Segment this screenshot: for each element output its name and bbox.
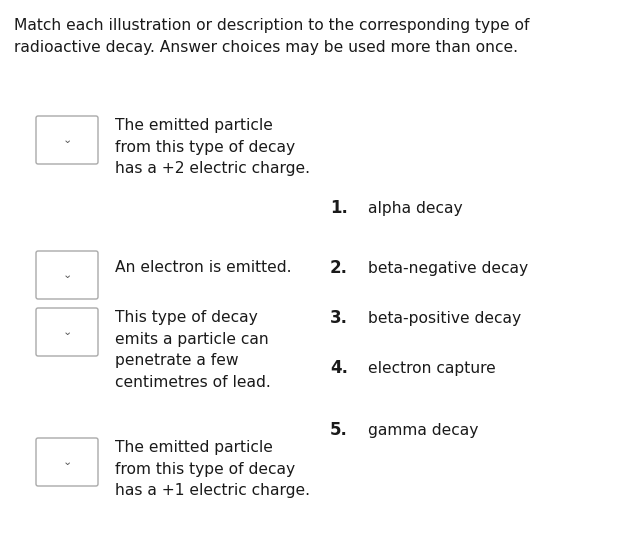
Text: electron capture: electron capture: [368, 360, 496, 376]
Text: beta-negative decay: beta-negative decay: [368, 261, 528, 276]
Text: 2.: 2.: [330, 259, 348, 277]
Text: gamma decay: gamma decay: [368, 422, 478, 437]
Text: An electron is emitted.: An electron is emitted.: [115, 260, 291, 275]
Text: 1.: 1.: [330, 199, 348, 217]
FancyBboxPatch shape: [36, 308, 98, 356]
Text: ⌄: ⌄: [62, 457, 72, 467]
Text: The emitted particle
from this type of decay
has a +2 electric charge.: The emitted particle from this type of d…: [115, 118, 310, 176]
Text: Match each illustration or description to the corresponding type of: Match each illustration or description t…: [14, 18, 530, 33]
Text: This type of decay
emits a particle can
penetrate a few
centimetres of lead.: This type of decay emits a particle can …: [115, 310, 271, 390]
Text: alpha decay: alpha decay: [368, 200, 463, 215]
FancyBboxPatch shape: [36, 438, 98, 486]
Text: ⌄: ⌄: [62, 270, 72, 280]
Text: radioactive decay. Answer choices may be used more than once.: radioactive decay. Answer choices may be…: [14, 40, 518, 55]
Text: ⌄: ⌄: [62, 135, 72, 145]
Text: beta-positive decay: beta-positive decay: [368, 310, 521, 325]
Text: 3.: 3.: [330, 309, 348, 327]
FancyBboxPatch shape: [36, 116, 98, 164]
FancyBboxPatch shape: [36, 251, 98, 299]
Text: 5.: 5.: [330, 421, 348, 439]
Text: ⌄: ⌄: [62, 327, 72, 337]
Text: 4.: 4.: [330, 359, 348, 377]
Text: The emitted particle
from this type of decay
has a +1 electric charge.: The emitted particle from this type of d…: [115, 440, 310, 498]
